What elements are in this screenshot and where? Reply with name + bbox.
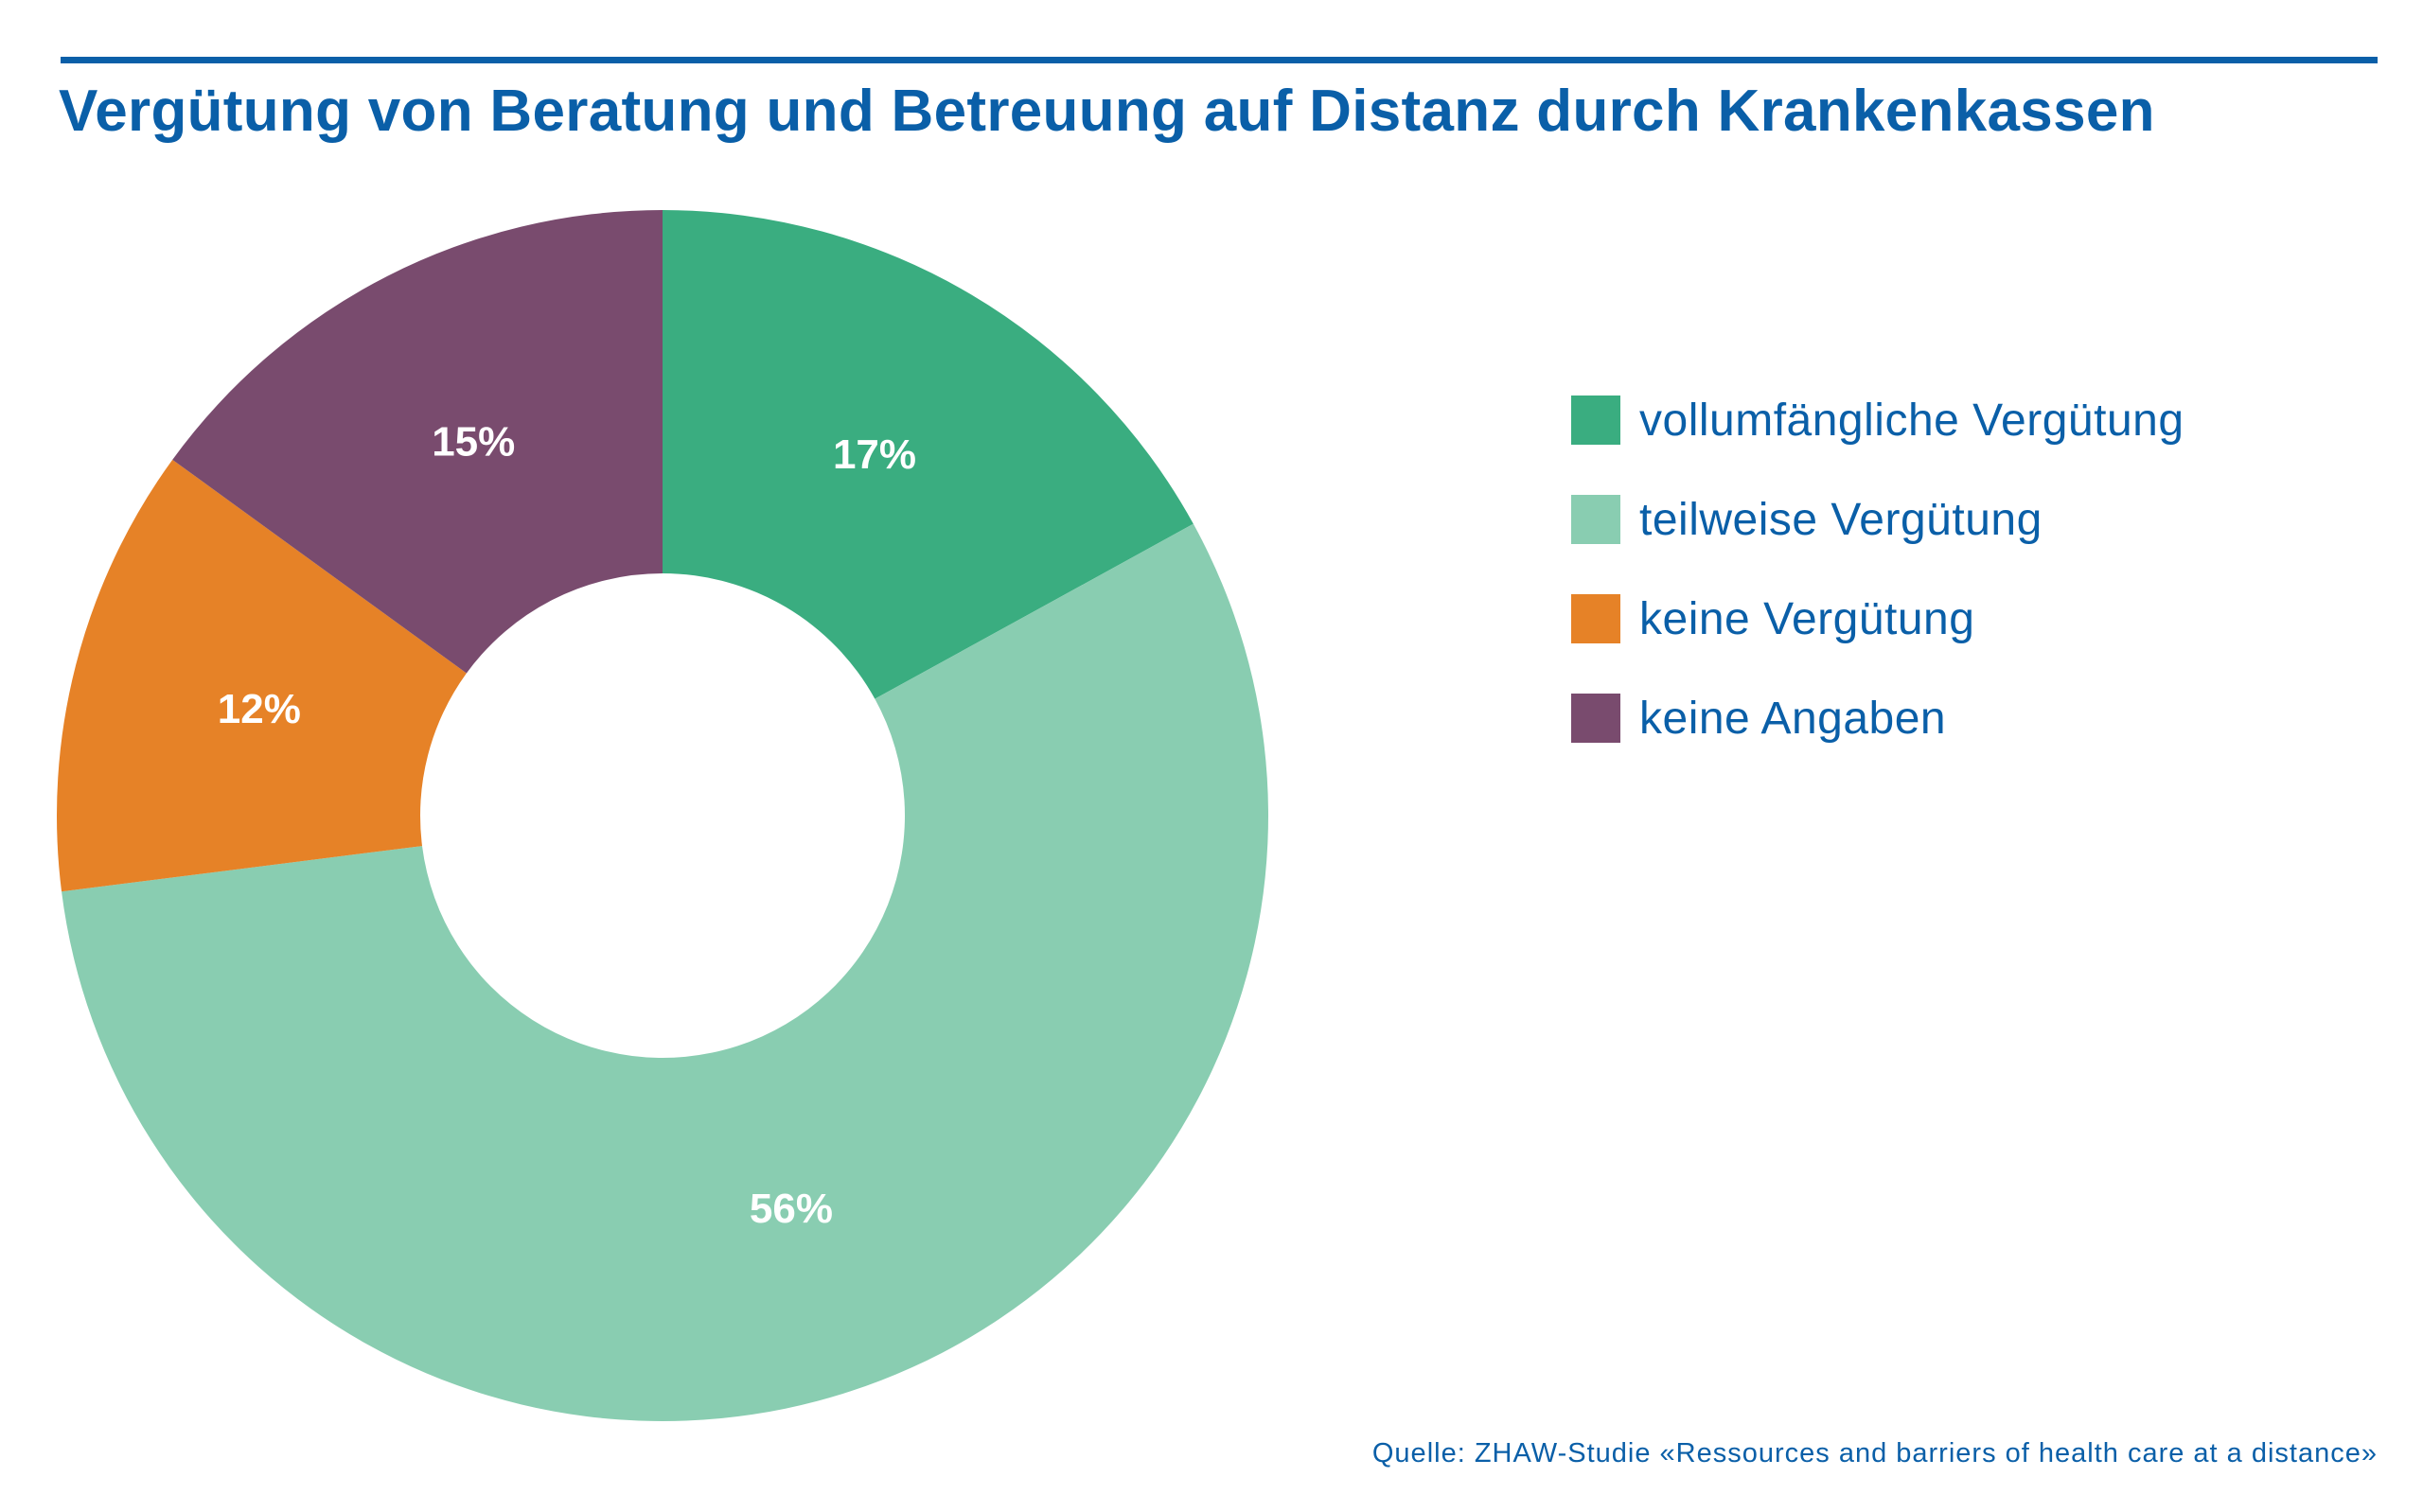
slice-value-label: 56% — [750, 1186, 833, 1232]
legend-swatch — [1571, 594, 1620, 643]
chart-legend: vollumfängliche Vergütung teilweise Verg… — [1571, 396, 2184, 793]
source-note: Quelle: ZHAW-Studie «Ressources and barr… — [1371, 1438, 2378, 1468]
slice-value-label: 12% — [218, 686, 301, 732]
legend-swatch — [1571, 694, 1620, 743]
donut-slice — [57, 459, 467, 892]
legend-item: keine Angaben — [1571, 693, 2184, 744]
legend-item: teilweise Vergütung — [1571, 494, 2184, 545]
donut-slice — [663, 210, 1194, 699]
donut-slice — [172, 209, 663, 674]
title-rule — [61, 57, 2378, 63]
chart-title: Vergütung von Beratung und Betreuung auf… — [59, 79, 2155, 144]
slice-value-label: 17% — [833, 431, 916, 478]
donut-chart: 17% 56% 12% 15% — [57, 209, 1268, 1421]
legend-label: teilweise Vergütung — [1639, 494, 2043, 545]
legend-swatch — [1571, 396, 1620, 445]
legend-swatch — [1571, 495, 1620, 544]
donut-slices — [57, 209, 1268, 1421]
legend-label: vollumfängliche Vergütung — [1639, 395, 2184, 446]
legend-label: keine Vergütung — [1639, 593, 1975, 644]
legend-item: vollumfängliche Vergütung — [1571, 395, 2184, 446]
donut-slice — [62, 523, 1268, 1421]
donut-labels: 17% 56% 12% 15% — [218, 419, 916, 1233]
legend-item: keine Vergütung — [1571, 593, 2184, 644]
slice-value-label: 15% — [432, 419, 515, 466]
legend-label: keine Angaben — [1639, 693, 1947, 744]
